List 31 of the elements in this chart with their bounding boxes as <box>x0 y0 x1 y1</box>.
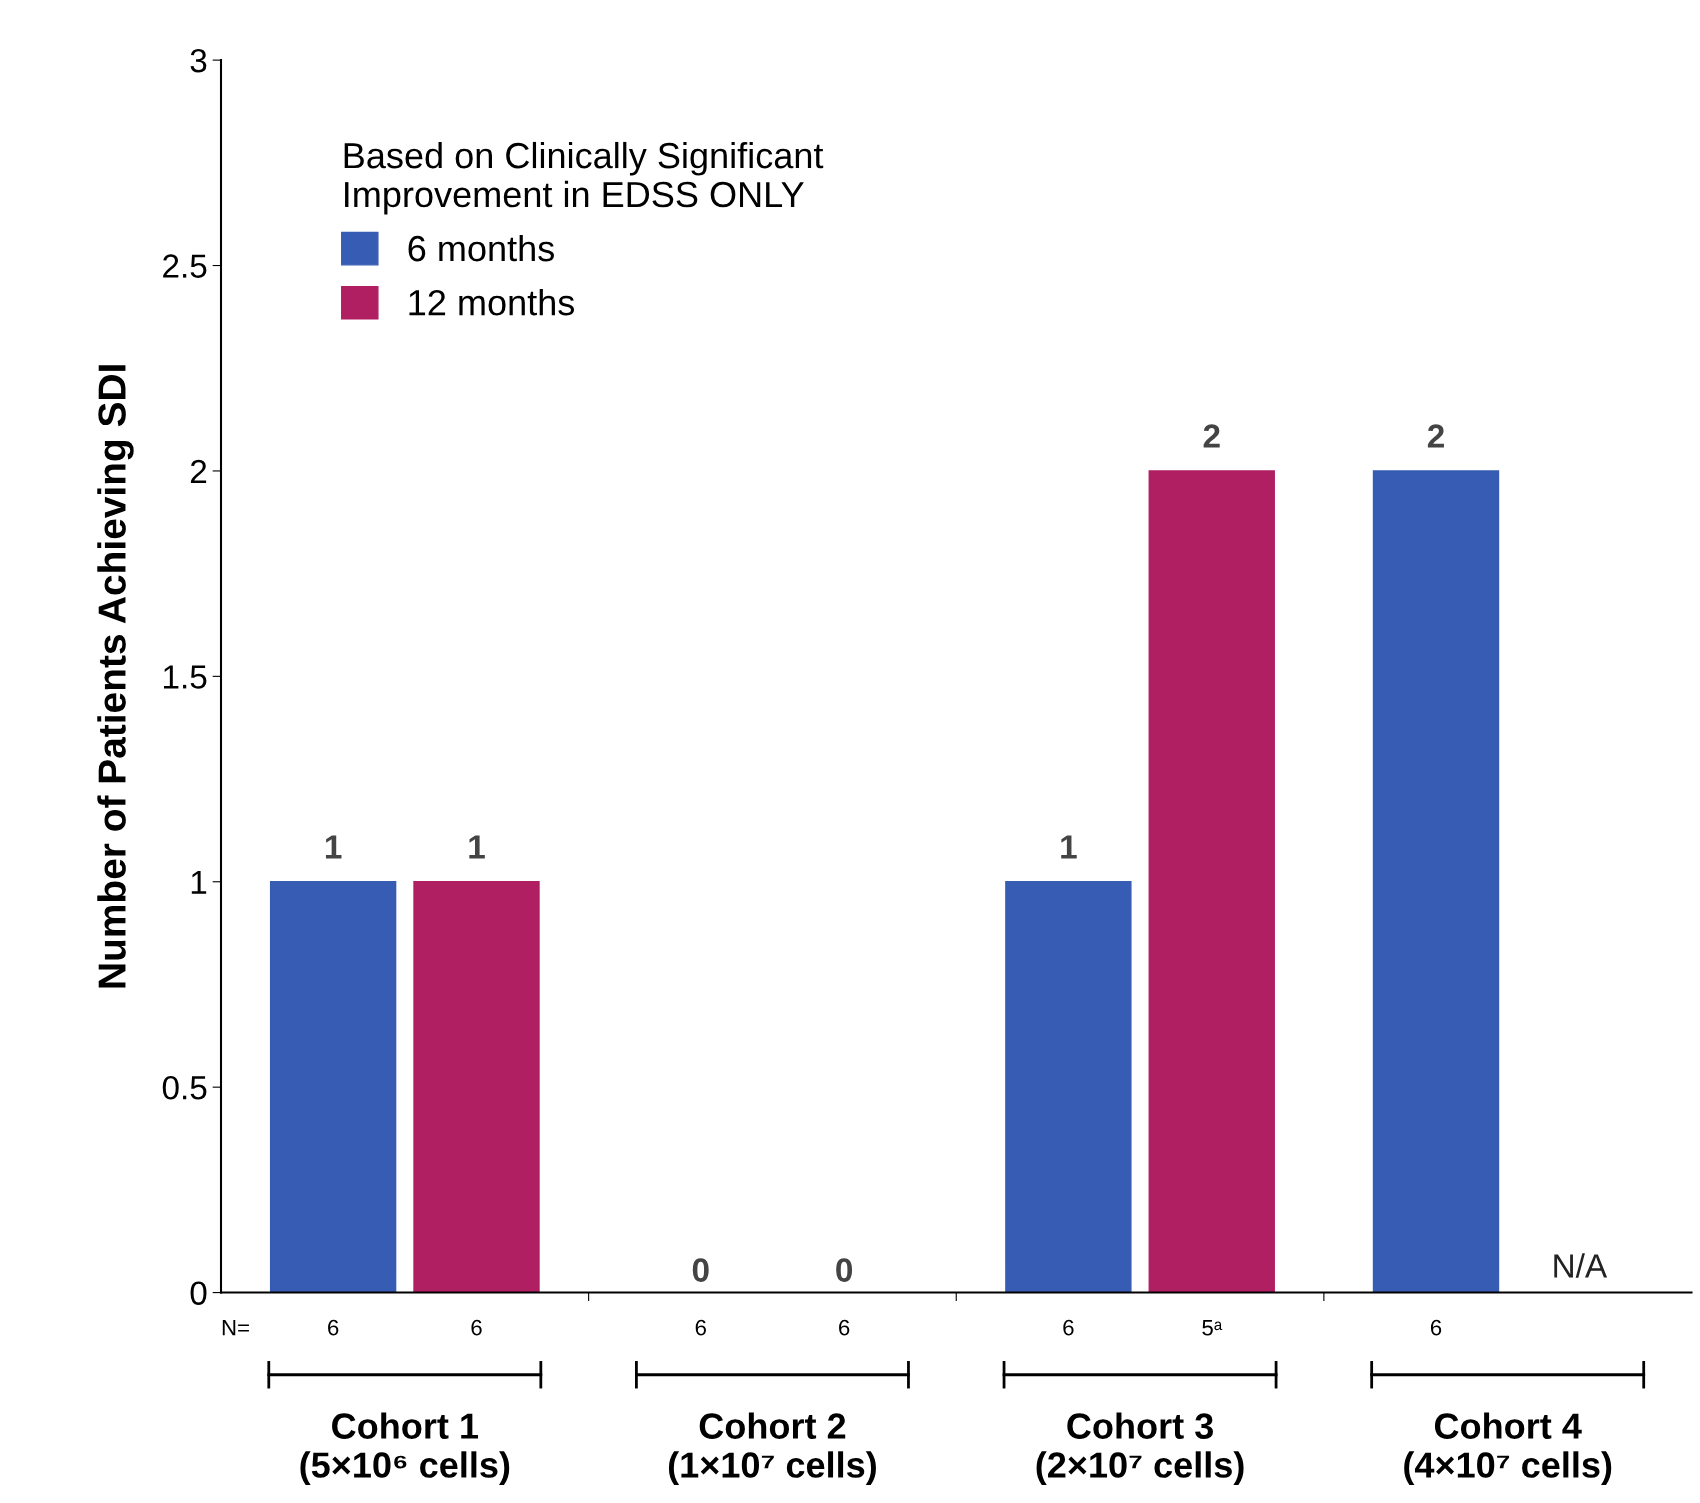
text: 6 <box>695 1319 706 1336</box>
data-label: 1 <box>1061 835 1077 859</box>
legend-title: Based on Clinically Significant Improvement in EDSS ONLY <box>344 141 824 215</box>
data-label: 1 <box>469 835 485 859</box>
x-tick-label: Cohort 4 (4×10⁷ cells) <box>1404 1412 1612 1485</box>
text: N= <box>222 1320 249 1336</box>
x-tick-label: Cohort 1 (5×10⁶ cells) <box>300 1412 510 1485</box>
text: 6 <box>328 1319 339 1336</box>
text: 6 <box>471 1319 482 1336</box>
x-tick-label: Cohort 3 (2×10⁷ cells) <box>1036 1412 1244 1485</box>
y-tick-label: 1.5 <box>164 665 207 689</box>
legend-label: 12 months <box>409 288 575 316</box>
y-tick-label: 2.5 <box>163 254 207 278</box>
text: 5ᵃ <box>1202 1320 1223 1336</box>
text: 6 <box>1430 1319 1442 1336</box>
text: 6 <box>839 1319 850 1336</box>
legend-label: 6 months <box>408 234 554 262</box>
text: N/A <box>1554 1253 1608 1278</box>
x-tick-label: Cohort 2 (1×10⁷ cells) <box>668 1412 876 1485</box>
y-tick-label: 0 <box>190 1281 207 1305</box>
data-label: 2 <box>1203 424 1220 448</box>
y-tick-label: 2 <box>190 459 207 484</box>
y-axis-title: Number of Patients Achieving SDI <box>97 365 134 988</box>
y-tick-label: 0.5 <box>162 1075 207 1100</box>
data-label: 1 <box>325 835 342 859</box>
y-tick-label: 1 <box>191 870 207 894</box>
data-label: 2 <box>1427 424 1444 448</box>
data-label: 0 <box>692 1258 709 1282</box>
data-label: 0 <box>836 1258 853 1282</box>
text: 6 <box>1063 1319 1074 1336</box>
y-tick-label: 3 <box>190 48 207 73</box>
